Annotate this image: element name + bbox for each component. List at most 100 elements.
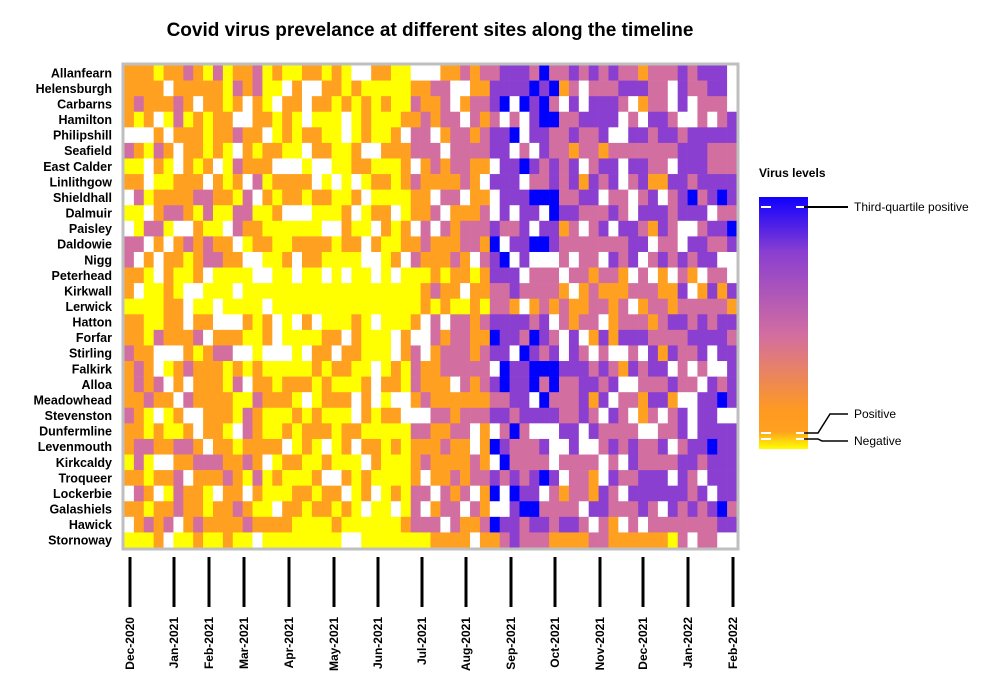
- heatmap-cell: [292, 392, 303, 409]
- heatmap-cell: [133, 376, 145, 393]
- heatmap-cell: [420, 438, 431, 455]
- heatmap-cell: [667, 454, 678, 471]
- heatmap-cell: [667, 142, 678, 159]
- heatmap-cell: [292, 220, 303, 237]
- heatmap-cell: [598, 96, 609, 113]
- heatmap-cell: [351, 142, 362, 159]
- heatmap-cell: [381, 189, 392, 206]
- heatmap-cell: [361, 454, 372, 471]
- heatmap-cell: [193, 251, 204, 268]
- heatmap-cell: [242, 485, 253, 502]
- heatmap-cell: [301, 298, 313, 315]
- heatmap-cell: [351, 283, 362, 300]
- heatmap-cell: [301, 127, 313, 144]
- heatmap-cell: [262, 158, 273, 175]
- heatmap-cell: [618, 174, 629, 190]
- heatmap-cell: [282, 174, 293, 190]
- heatmap-cell: [400, 251, 412, 268]
- heatmap-cell: [608, 205, 619, 222]
- heatmap-cell: [638, 158, 649, 175]
- heatmap-cell: [410, 532, 421, 549]
- heatmap-cell: [133, 65, 145, 81]
- heatmap-cell: [173, 158, 184, 175]
- heatmap-cell: [578, 158, 589, 175]
- heatmap-cell: [410, 501, 421, 518]
- heatmap-cell: [440, 80, 451, 97]
- heatmap-cell: [301, 189, 313, 206]
- heatmap-cell: [292, 470, 303, 486]
- heatmap-cell: [460, 189, 471, 206]
- heatmap-cell: [420, 407, 431, 424]
- heatmap-cell: [361, 532, 372, 549]
- heatmap-cell: [460, 111, 471, 128]
- heatmap-cell: [321, 501, 332, 518]
- heatmap-cell: [371, 501, 382, 518]
- heatmap-cell: [578, 345, 589, 362]
- heatmap-cell: [212, 345, 224, 362]
- heatmap-cell: [381, 174, 392, 190]
- heatmap-cell: [301, 174, 313, 190]
- heatmap-cell: [549, 516, 560, 533]
- heatmap-cell: [677, 501, 688, 518]
- heatmap-cell: [707, 96, 718, 113]
- heatmap-cell: [390, 189, 402, 206]
- heatmap-cell: [450, 205, 461, 222]
- heatmap-cell: [430, 532, 441, 549]
- heatmap-cell: [460, 438, 471, 455]
- heatmap-cell: [677, 205, 688, 222]
- heatmap-cell: [578, 532, 589, 549]
- heatmap-cell: [222, 251, 234, 268]
- heatmap-cell: [400, 174, 412, 190]
- heatmap-cell: [430, 361, 441, 377]
- heatmap-cell: [677, 96, 688, 113]
- heatmap-cell: [390, 298, 402, 315]
- heatmap-cell: [143, 454, 154, 471]
- heatmap-cell: [638, 376, 649, 393]
- heatmap-cell: [341, 345, 352, 362]
- heatmap-cell: [222, 314, 234, 331]
- heatmap-cell: [133, 174, 145, 190]
- heatmap-cell: [509, 174, 520, 190]
- heatmap-cell: [163, 376, 174, 393]
- heatmap-cell: [618, 283, 629, 300]
- heatmap-cell: [153, 96, 164, 113]
- heatmap-cell: [282, 345, 293, 362]
- heatmap-cell: [598, 532, 609, 549]
- heatmap-cell: [341, 516, 352, 533]
- heatmap-cell: [470, 532, 481, 549]
- heatmap-cell: [578, 189, 589, 206]
- heatmap-cell: [212, 392, 224, 409]
- heatmap-cell: [252, 485, 263, 502]
- heatmap-cell: [153, 516, 164, 533]
- heatmap-cell: [272, 65, 283, 81]
- heatmap-cell: [321, 423, 332, 440]
- heatmap-cell: [252, 532, 263, 549]
- heatmap-cell: [242, 205, 253, 222]
- heatmap-cell: [648, 80, 659, 97]
- heatmap-cell: [371, 251, 382, 268]
- heatmap-cell: [262, 96, 273, 113]
- heatmap-cell: [301, 438, 313, 455]
- heatmap-cell: [707, 438, 718, 455]
- heatmap-cell: [400, 298, 412, 315]
- heatmap-cell: [529, 376, 540, 393]
- heatmap-cell: [479, 407, 491, 424]
- heatmap-cell: [657, 158, 669, 175]
- heatmap-cell: [549, 407, 560, 424]
- heatmap-cell: [133, 438, 145, 455]
- heatmap-cell: [232, 361, 243, 377]
- heatmap-cell: [657, 345, 669, 362]
- heatmap-cell: [203, 361, 214, 377]
- heatmap-cell: [618, 220, 629, 237]
- heatmap-cell: [242, 532, 253, 549]
- heatmap-cell: [440, 485, 451, 502]
- heatmap-cell: [232, 298, 243, 315]
- heatmap-cell: [509, 361, 520, 377]
- heatmap-cell: [420, 392, 431, 409]
- heatmap-cell: [173, 329, 184, 346]
- heatmap-cell: [153, 485, 164, 502]
- heatmap-cell: [301, 361, 313, 377]
- heatmap-cell: [124, 361, 135, 377]
- heatmap-cell: [242, 361, 253, 377]
- heatmap-cell: [262, 220, 273, 237]
